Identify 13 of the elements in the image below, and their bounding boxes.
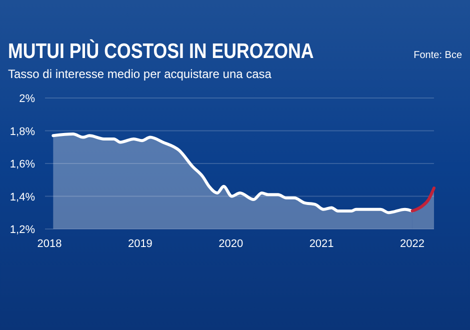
chart-subtitle: Tasso di interesse medio per acquistare una casa (8, 67, 272, 81)
y-tick-label: 1,4% (10, 191, 36, 204)
x-tick-label: 2022 (400, 238, 424, 250)
y-tick-label: 1,2% (10, 224, 36, 236)
y-tick-label: 1,8% (10, 126, 36, 138)
x-tick-label: 2019 (128, 238, 152, 250)
x-tick-label: 2021 (309, 238, 334, 250)
y-tick-label: 2% (19, 93, 36, 105)
y-tick-label: 1,6% (10, 158, 36, 170)
x-tick-label: 2020 (218, 238, 244, 250)
chart-title: MUTUI PIÙ COSTOSI IN EUROZONA (8, 38, 314, 64)
source-note: Fonte: Bce (414, 50, 462, 61)
x-tick-label: 2018 (37, 238, 62, 250)
